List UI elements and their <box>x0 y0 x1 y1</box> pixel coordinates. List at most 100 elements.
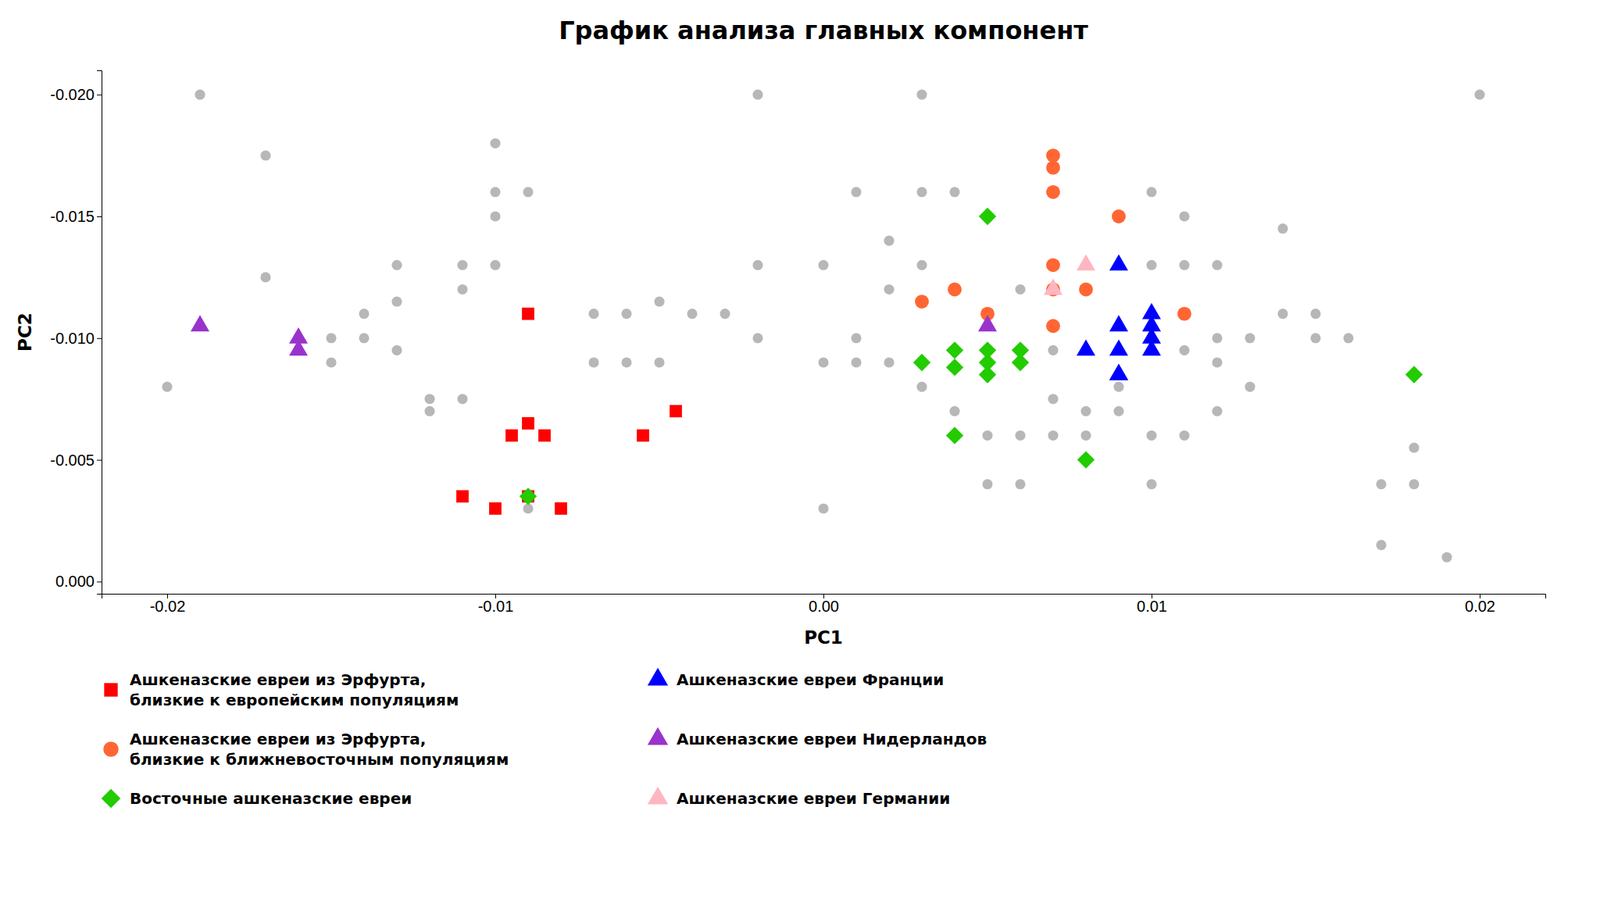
point <box>456 489 469 503</box>
legend-label-line: Ашкеназские евреи из Эрфурта, <box>129 729 426 749</box>
point <box>289 327 308 344</box>
y-axis-tick: 0.000 <box>55 572 102 590</box>
legend: Ашкеназские евреи из Эрфурта,близкие к е… <box>101 667 987 808</box>
point <box>883 284 894 295</box>
point <box>391 260 402 271</box>
x-axis-tick-label: 0.02 <box>1464 597 1496 615</box>
point <box>1178 430 1190 441</box>
point <box>489 186 500 197</box>
point <box>1211 332 1222 343</box>
point <box>1277 308 1288 319</box>
legend-label-line: Ашкеназские евреи Франции <box>676 670 944 690</box>
legend-marker <box>103 682 118 697</box>
legend-item: Восточные ашкеназские евреи <box>101 789 412 808</box>
point <box>505 429 518 443</box>
point <box>1014 430 1025 441</box>
y-axis-tick-mark <box>96 581 102 583</box>
y-axis-tick-mark <box>96 460 102 461</box>
point <box>752 260 763 271</box>
point <box>1109 314 1129 332</box>
point <box>1011 341 1029 359</box>
legend-label-line: Ашкеназские евреи из Эрфурта, <box>129 670 426 690</box>
point <box>1146 260 1157 271</box>
y-axis-tick-mark <box>96 216 102 218</box>
point <box>1146 186 1157 197</box>
point <box>752 332 763 343</box>
y-axis-tick-label: -0.005 <box>50 451 95 469</box>
point <box>424 406 435 417</box>
point <box>949 186 960 197</box>
legend-label: Ашкеназские евреи Германии <box>676 789 950 808</box>
legend-item: Ашкеназские евреи из Эрфурта,близкие к б… <box>103 729 509 769</box>
point <box>1111 209 1126 224</box>
y-axis-line <box>96 71 103 595</box>
point <box>719 308 730 319</box>
legend-label-line: близкие к ближневосточным популяциям <box>129 750 509 769</box>
point <box>669 404 683 418</box>
point <box>1113 382 1124 393</box>
point <box>978 207 997 225</box>
point <box>1047 430 1058 441</box>
point <box>522 186 533 197</box>
point <box>457 260 468 271</box>
legend-marker <box>647 786 668 805</box>
point <box>913 353 931 372</box>
x-axis: -0.02-0.010.000.010.02 <box>102 593 1547 615</box>
point <box>752 89 763 100</box>
point <box>489 210 500 222</box>
point <box>1109 364 1129 381</box>
point <box>1211 260 1222 271</box>
y-axis-tick-label: -0.010 <box>50 329 95 347</box>
point <box>1080 406 1091 417</box>
point <box>947 282 962 297</box>
point <box>1077 450 1095 468</box>
point <box>914 294 929 309</box>
y-axis-tick-mark <box>96 338 102 340</box>
point <box>1375 539 1386 550</box>
point <box>1109 364 1129 381</box>
point <box>161 382 172 393</box>
point <box>883 357 894 368</box>
point <box>190 314 210 332</box>
y-axis-tick-label: -0.020 <box>50 85 95 104</box>
point <box>521 307 535 321</box>
point <box>1014 478 1025 490</box>
legend-label: Ашкеназские евреи Франции <box>676 670 944 690</box>
point <box>916 382 927 393</box>
point <box>1046 318 1061 333</box>
point <box>653 357 665 368</box>
series <box>1076 253 1161 380</box>
legend-label: Восточные ашкеназские евреи <box>129 789 412 808</box>
series <box>1043 253 1096 295</box>
point <box>1076 253 1096 271</box>
x-axis-tick-label: 0.01 <box>1136 597 1168 615</box>
legend-item: Ашкеназские евреи Германии <box>647 786 950 808</box>
y-axis-tick: -0.010 <box>50 329 102 347</box>
point <box>1178 260 1190 271</box>
legend-label-line: близкие к европейским популяциям <box>129 690 459 710</box>
x-axis-tick: 0.00 <box>808 593 840 615</box>
legend-item: Ашкеназские евреи из Эрфурта,близкие к е… <box>103 670 459 710</box>
series <box>161 89 1485 563</box>
legend-marker <box>647 667 668 686</box>
point <box>1441 552 1452 563</box>
point <box>686 308 697 319</box>
point <box>1109 253 1129 271</box>
point <box>1408 442 1419 453</box>
point <box>519 487 537 505</box>
point <box>588 308 599 319</box>
point <box>1109 339 1129 356</box>
point <box>457 393 468 404</box>
point <box>1405 365 1423 383</box>
point <box>1178 210 1190 222</box>
x-axis-tick-label: -0.01 <box>478 597 515 615</box>
point <box>1146 478 1157 490</box>
point <box>850 332 861 343</box>
point <box>1046 148 1061 163</box>
point <box>1375 478 1386 490</box>
point <box>621 357 632 368</box>
point <box>1142 303 1161 320</box>
legend-label-line: Ашкеназские евреи Нидерландов <box>676 729 987 749</box>
point <box>883 235 894 247</box>
x-axis-tick: 0.02 <box>1464 593 1496 615</box>
